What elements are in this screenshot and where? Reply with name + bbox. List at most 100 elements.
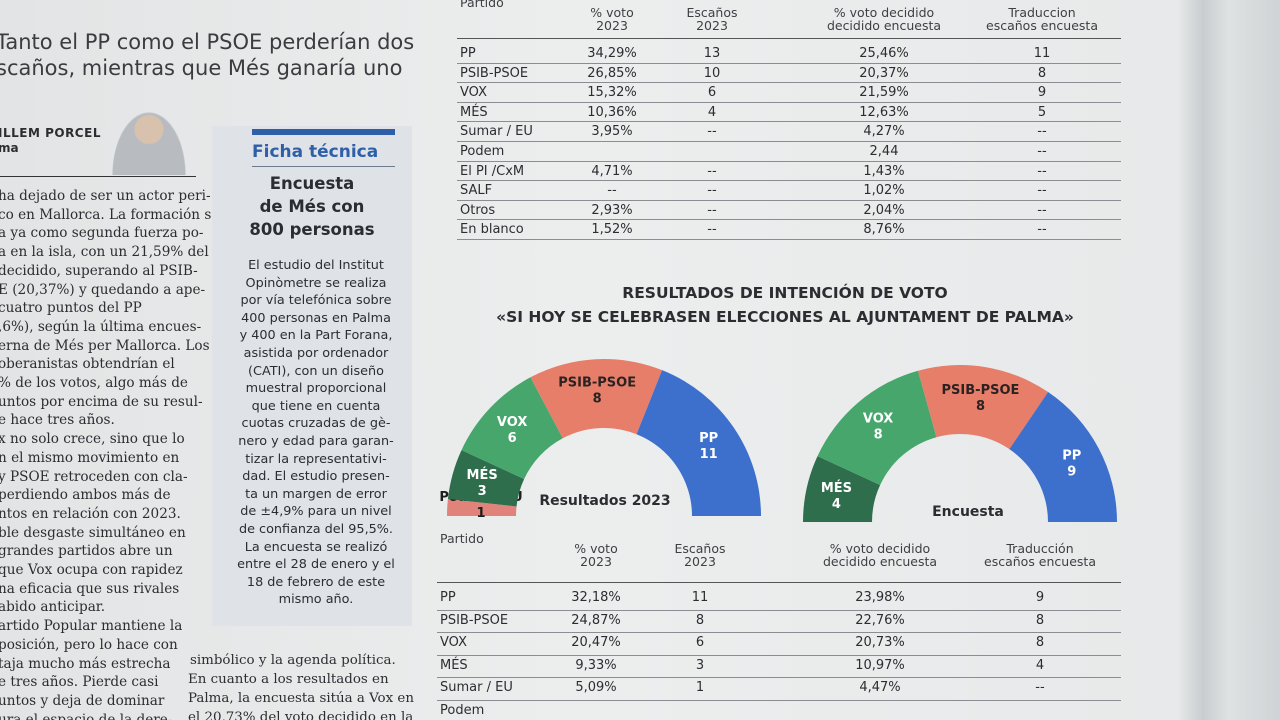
table-cell: 32,18%	[571, 590, 621, 605]
body-line: el 20,73% del voto decidido en la	[188, 710, 414, 720]
ficha-line: Opinòmetre se realiza	[245, 275, 387, 291]
table-cell: 20,37%	[859, 65, 909, 81]
ficha-title: Ficha técnica	[252, 142, 379, 162]
table-cell: 3	[695, 657, 705, 673]
rule	[457, 62, 1121, 64]
rule	[457, 38, 1121, 39]
ficha-subtitle: Encuesta	[269, 174, 355, 193]
table-cell: 4,27%	[863, 124, 905, 140]
table-cell: En blanco	[460, 222, 524, 238]
seat-segment	[636, 370, 761, 516]
table-cell: VOX	[460, 85, 487, 101]
body-line: que Vox ocupa con rapidez	[0, 562, 183, 578]
table-cell: 2,44	[869, 144, 899, 159]
table-cell: 2,04%	[863, 202, 905, 218]
rule	[457, 180, 1121, 182]
ficha-line: de ±4,9% para un nivel	[240, 504, 392, 520]
table-cell: 10	[703, 65, 721, 81]
table-cell: 25,46%	[859, 46, 909, 61]
table-cell: 4,71%	[591, 163, 633, 179]
table-cell: --	[707, 163, 717, 179]
seat-segment	[530, 359, 663, 439]
segment-name: MÉS	[821, 480, 852, 496]
table-cell: 10,36%	[587, 104, 637, 120]
rule	[252, 166, 395, 167]
body-line: ,6%), según la última encues-	[0, 318, 202, 335]
rule	[437, 632, 1121, 633]
ficha-line: entre el 28 de enero y el	[237, 557, 395, 573]
segment-name: PSIB-PSOE	[942, 383, 1020, 398]
body-line: co en Mallorca. La formación se	[0, 206, 220, 223]
table-cell: --	[1037, 124, 1047, 140]
ficha-line: asistida por ordenador	[243, 346, 389, 361]
ficha-line: que tiene en cuenta	[251, 398, 381, 414]
ficha-box: Ficha técnica Encuesta de Més con 800 perso…	[212, 126, 412, 626]
table-cell: 1,02%	[863, 183, 905, 199]
body-line: n el mismo movimiento en	[0, 449, 180, 466]
table-cell: 8	[1037, 65, 1047, 81]
rule	[457, 121, 1121, 123]
body-line: decidido, superando al PSIB-	[0, 262, 198, 279]
table-cell: 26,85%	[587, 65, 637, 81]
table-cell: SALF	[460, 183, 493, 199]
table-header: % voto 2023	[590, 5, 634, 33]
body-line: grandes partidos abre un	[0, 543, 173, 560]
table-cell: PSIB-PSOE	[460, 65, 529, 81]
byline-role: ma	[0, 141, 19, 155]
segment-name: VOX	[497, 415, 527, 430]
table-header: % voto 2023	[574, 541, 618, 569]
headline: Tanto el PP como el PSOE perderían dos	[0, 30, 415, 54]
rule	[457, 101, 1121, 103]
table-cell: 8	[1035, 612, 1045, 628]
ficha-subtitle: 800 personas	[249, 220, 375, 239]
table-cell: VOX	[440, 635, 467, 650]
table-cell: 2,93%	[591, 202, 633, 218]
ficha-line: muestral proporcional	[245, 381, 387, 397]
table-cell: 5,09%	[575, 680, 617, 695]
ficha-line: cuotas cruzadas de gè-	[241, 416, 391, 432]
table-header: % voto decidido decidido encuesta	[826, 5, 942, 33]
byline-name: ILLEM PORCEL	[0, 126, 101, 140]
body-line: taja mucho más estrecha	[0, 655, 171, 672]
rule	[457, 199, 1121, 201]
segment-seats: 3	[478, 484, 487, 499]
charts-title: RESULTADOS DE INTENCIÓN DE VOTO	[622, 284, 948, 302]
body-line: E (20,37%) y quedando a ape-	[0, 281, 206, 298]
table-cell: 1,52%	[591, 222, 633, 238]
rule	[457, 160, 1121, 162]
table-cell: 22,76%	[855, 612, 905, 628]
ficha-line: y 400 en la Part Forana,	[239, 328, 393, 344]
table-header: Escaños 2023	[686, 5, 738, 33]
table-header: Escaños 2023	[674, 541, 726, 569]
body-line: untos por encima de su resul-	[0, 393, 203, 410]
body-line: a ya como segunda fuerza po-	[0, 225, 204, 242]
table-cell: Otros	[460, 202, 496, 218]
rule	[0, 176, 196, 177]
table-header: Partido	[460, 0, 504, 10]
body-line: na eficacia que sus rivales	[0, 580, 180, 597]
table-cell: 20,73%	[855, 635, 905, 650]
table-cell: 3,95%	[591, 124, 633, 140]
table-cell: 13	[703, 46, 721, 61]
table-cell: 5	[1037, 104, 1047, 120]
table-cell: PP	[460, 46, 476, 61]
segment-seats: 1	[476, 506, 485, 521]
table-cell: Sumar / EU	[460, 124, 533, 140]
table-header: Traduccion escaños encuesta	[986, 5, 1098, 33]
table-cell: --	[1037, 202, 1047, 218]
body-line: posición, pero lo hace con	[0, 636, 178, 653]
rule	[437, 699, 1121, 701]
table-cell: Sumar / EU	[440, 680, 513, 695]
table-cell: Podem	[440, 702, 485, 718]
table-cell: 34,29%	[587, 46, 637, 61]
segment-seats: 8	[874, 428, 883, 443]
table-cell: MÉS	[440, 657, 468, 673]
ficha-line: por vía telefónica sobre	[240, 293, 392, 309]
body-line: e hace tres años.	[0, 412, 115, 429]
table-header: Traducción escaños encuesta	[984, 541, 1096, 569]
table-header: % voto decidido decidido encuesta	[822, 541, 938, 569]
seat-segment	[803, 456, 881, 522]
ficha-line: (CATI), con un diseño	[248, 363, 384, 379]
segment-seats: 11	[700, 447, 718, 462]
body-line: ble desgaste simultáneo en	[0, 524, 186, 541]
